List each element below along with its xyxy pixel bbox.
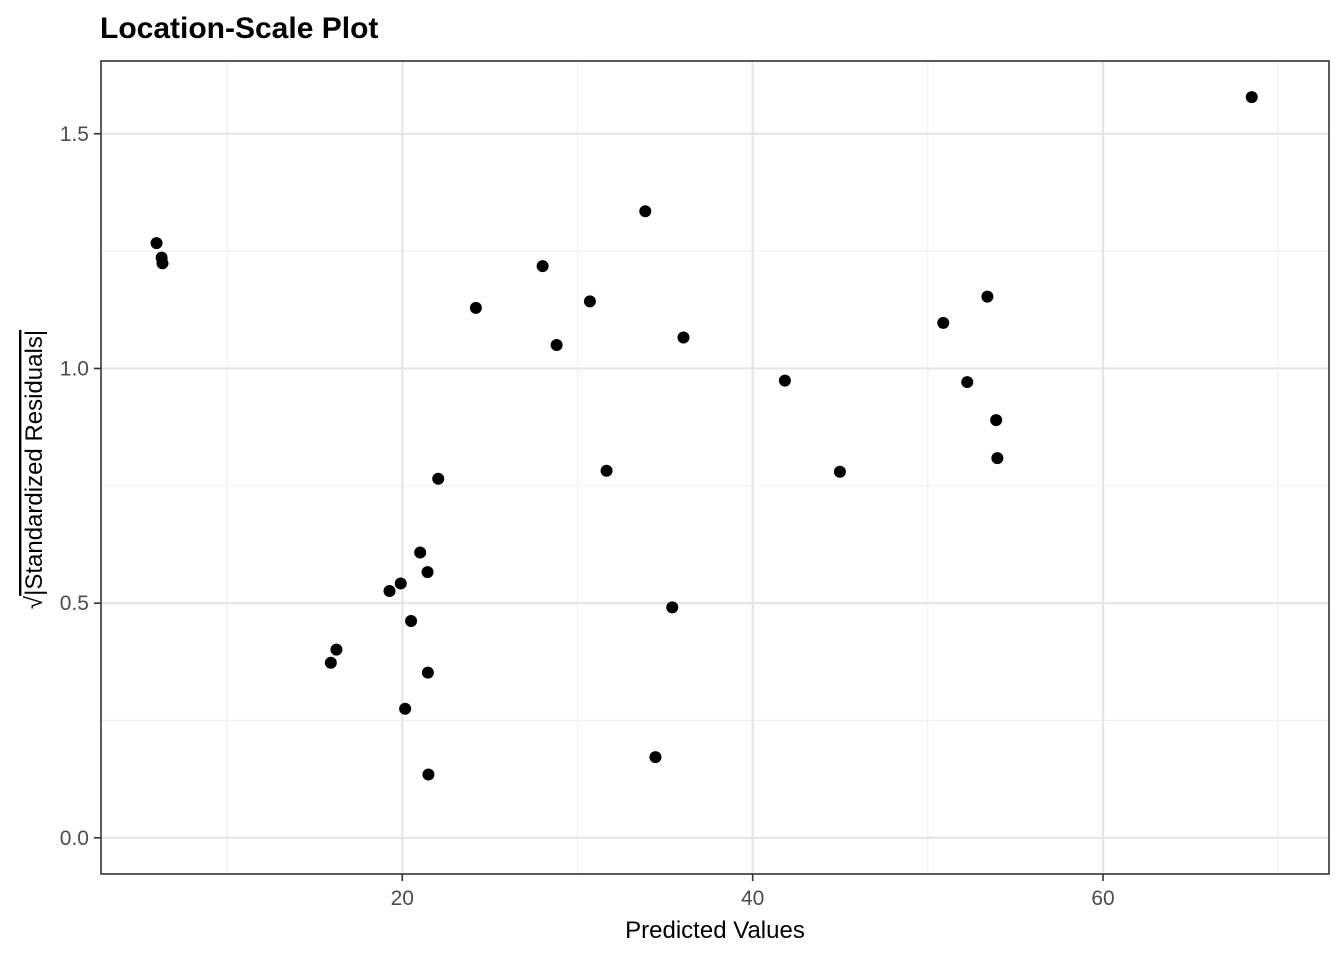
y-axis-title: √|Standardized Residuals| (21, 330, 48, 609)
data-point (1245, 91, 1258, 104)
x-axis: 20 40 60 (391, 874, 1115, 910)
data-point (421, 666, 434, 679)
y-axis-title-group: √|Standardized Residuals| (21, 330, 48, 609)
data-point (833, 465, 846, 478)
data-point (583, 295, 596, 308)
data-point (469, 301, 482, 314)
minor-gridlines (101, 61, 1329, 874)
y-tick-label: 1.0 (60, 357, 89, 380)
data-point (991, 452, 1004, 465)
data-point (550, 338, 563, 351)
data-point (422, 768, 435, 781)
y-tick-label: 0.0 (60, 827, 89, 850)
y-axis: 0.0 0.5 1.0 1.5 (60, 123, 101, 850)
data-point (330, 643, 343, 656)
data-point (324, 656, 337, 669)
data-point (666, 601, 679, 614)
data-point (649, 751, 662, 764)
x-tick-label: 60 (1091, 887, 1114, 910)
x-tick-label: 20 (391, 887, 414, 910)
data-point (990, 414, 1003, 427)
data-point (961, 376, 974, 389)
data-point (981, 290, 994, 303)
data-point (405, 614, 418, 627)
data-point (421, 566, 434, 579)
data-point (156, 257, 169, 270)
y-axis-title-text: |Standardized Residuals| (21, 330, 48, 596)
data-point (414, 546, 427, 559)
data-point (432, 472, 445, 485)
x-tick-label: 40 (741, 887, 764, 910)
y-tick-label: 0.5 (60, 592, 89, 615)
data-point (778, 374, 791, 387)
data-point (600, 464, 613, 477)
sqrt-symbol: √ (21, 595, 48, 609)
data-point (150, 237, 163, 250)
data-point (394, 577, 407, 590)
y-tick-label: 1.5 (60, 123, 89, 146)
data-point (399, 702, 412, 715)
major-gridlines (101, 61, 1329, 874)
data-point (383, 584, 396, 597)
data-point (536, 260, 549, 273)
data-point (937, 316, 950, 329)
chart-title: Location-Scale Plot (100, 12, 378, 45)
data-points (150, 91, 1258, 781)
data-point (639, 205, 652, 218)
x-axis-title: Predicted Values (625, 917, 805, 944)
data-point (677, 331, 690, 344)
plot-panel-border (100, 60, 1330, 875)
